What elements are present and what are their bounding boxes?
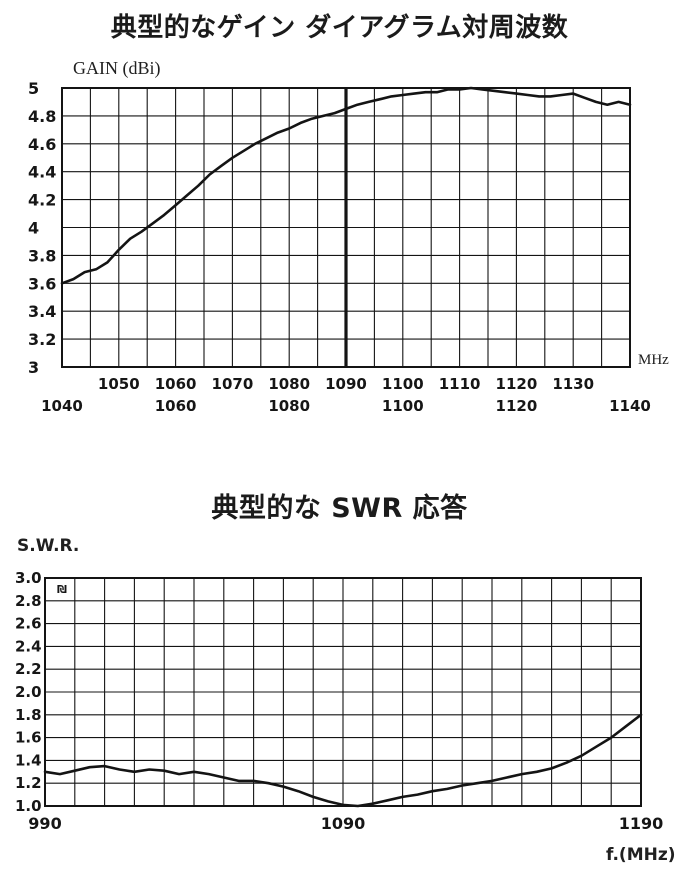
gain-x-tick-label-row1: 1060 <box>155 375 197 393</box>
gain-y-tick-label: 4.2 <box>28 191 56 210</box>
swr-y-tick-label: 2.4 <box>15 637 42 655</box>
swr-y-tick-label: 1.2 <box>15 774 42 792</box>
gain-y-tick-label: 5 <box>28 79 39 98</box>
gain-y-tick-label: 3 <box>28 358 39 377</box>
gain-x-tick-label-row2: 1080 <box>268 397 310 415</box>
gain-chart: 5 4.8 4.6 4.4 4.2 4 3.8 3.6 3.4 3.2 3 1050 1060 1070 1… <box>28 79 651 415</box>
gain-x-tick-label-row2: 1100 <box>382 397 424 415</box>
swr-y-tick-label: 2.2 <box>15 660 42 678</box>
gain-x-tick-label-row1: 1130 <box>552 375 594 393</box>
gain-x-tick-label-row2: 1040 <box>41 397 83 415</box>
gain-y-tick-label: 4.6 <box>28 135 56 154</box>
swr-y-tick-label: 2.0 <box>15 683 42 701</box>
swr-y-tick-label: 1.0 <box>15 797 42 815</box>
swr-y-tick-label: 2.8 <box>15 592 42 610</box>
gain-x-tick-label-row1: 1070 <box>212 375 254 393</box>
gain-x-tick-label-row1: 1120 <box>496 375 538 393</box>
gain-x-tick-label-row1: 1100 <box>382 375 424 393</box>
swr-x-tick-label: 990 <box>28 814 61 833</box>
gain-y-tick-label: 3.8 <box>28 246 56 265</box>
gain-y-tick-label: 3.2 <box>28 330 56 349</box>
swr-y-axis-label: S.W.R. <box>17 536 80 556</box>
gain-y-axis-label: GAIN (dBi) <box>73 58 161 78</box>
gain-x-axis-unit: MHz <box>638 352 669 368</box>
swr-chart-title: 典型的な SWR 応答 <box>211 493 468 524</box>
gain-y-tick-label: 4 <box>28 219 39 238</box>
gain-x-tick-label-row1: 1080 <box>268 375 310 393</box>
swr-curve <box>43 713 643 808</box>
gain-y-tick-label: 3.6 <box>28 274 56 293</box>
gain-x-tick-label-row1: 1090 <box>325 375 367 393</box>
swr-x-tick-label: 1090 <box>321 814 366 833</box>
swr-x-axis-label: f.(MHz) <box>606 845 676 865</box>
swr-y-tick-label: 2.6 <box>15 615 42 633</box>
swr-y-tick-label: 1.6 <box>15 729 42 747</box>
gain-x-tick-label-row2: 1140 <box>609 397 651 415</box>
gain-y-tick-label: 4.8 <box>28 107 56 126</box>
gain-y-tick-label: 4.4 <box>28 163 56 182</box>
gain-x-tick-label-row2: 1120 <box>496 397 538 415</box>
logo-watermark: ₪ <box>57 583 67 596</box>
gain-chart-title: 典型的なゲイン ダイアグラム対周波数 <box>110 13 569 43</box>
swr-y-tick-label: 3.0 <box>15 569 42 587</box>
swr-x-tick-label: 1190 <box>619 814 664 833</box>
gain-x-tick-label-row1: 1050 <box>98 375 140 393</box>
gain-curve <box>60 86 632 285</box>
gain-x-tick-label-row2: 1060 <box>155 397 197 415</box>
gain-x-tick-label-row1: 1110 <box>439 375 481 393</box>
swr-y-tick-label: 1.4 <box>15 751 42 769</box>
gain-y-tick-label: 3.4 <box>28 302 56 321</box>
swr-y-tick-label: 1.8 <box>15 706 42 724</box>
